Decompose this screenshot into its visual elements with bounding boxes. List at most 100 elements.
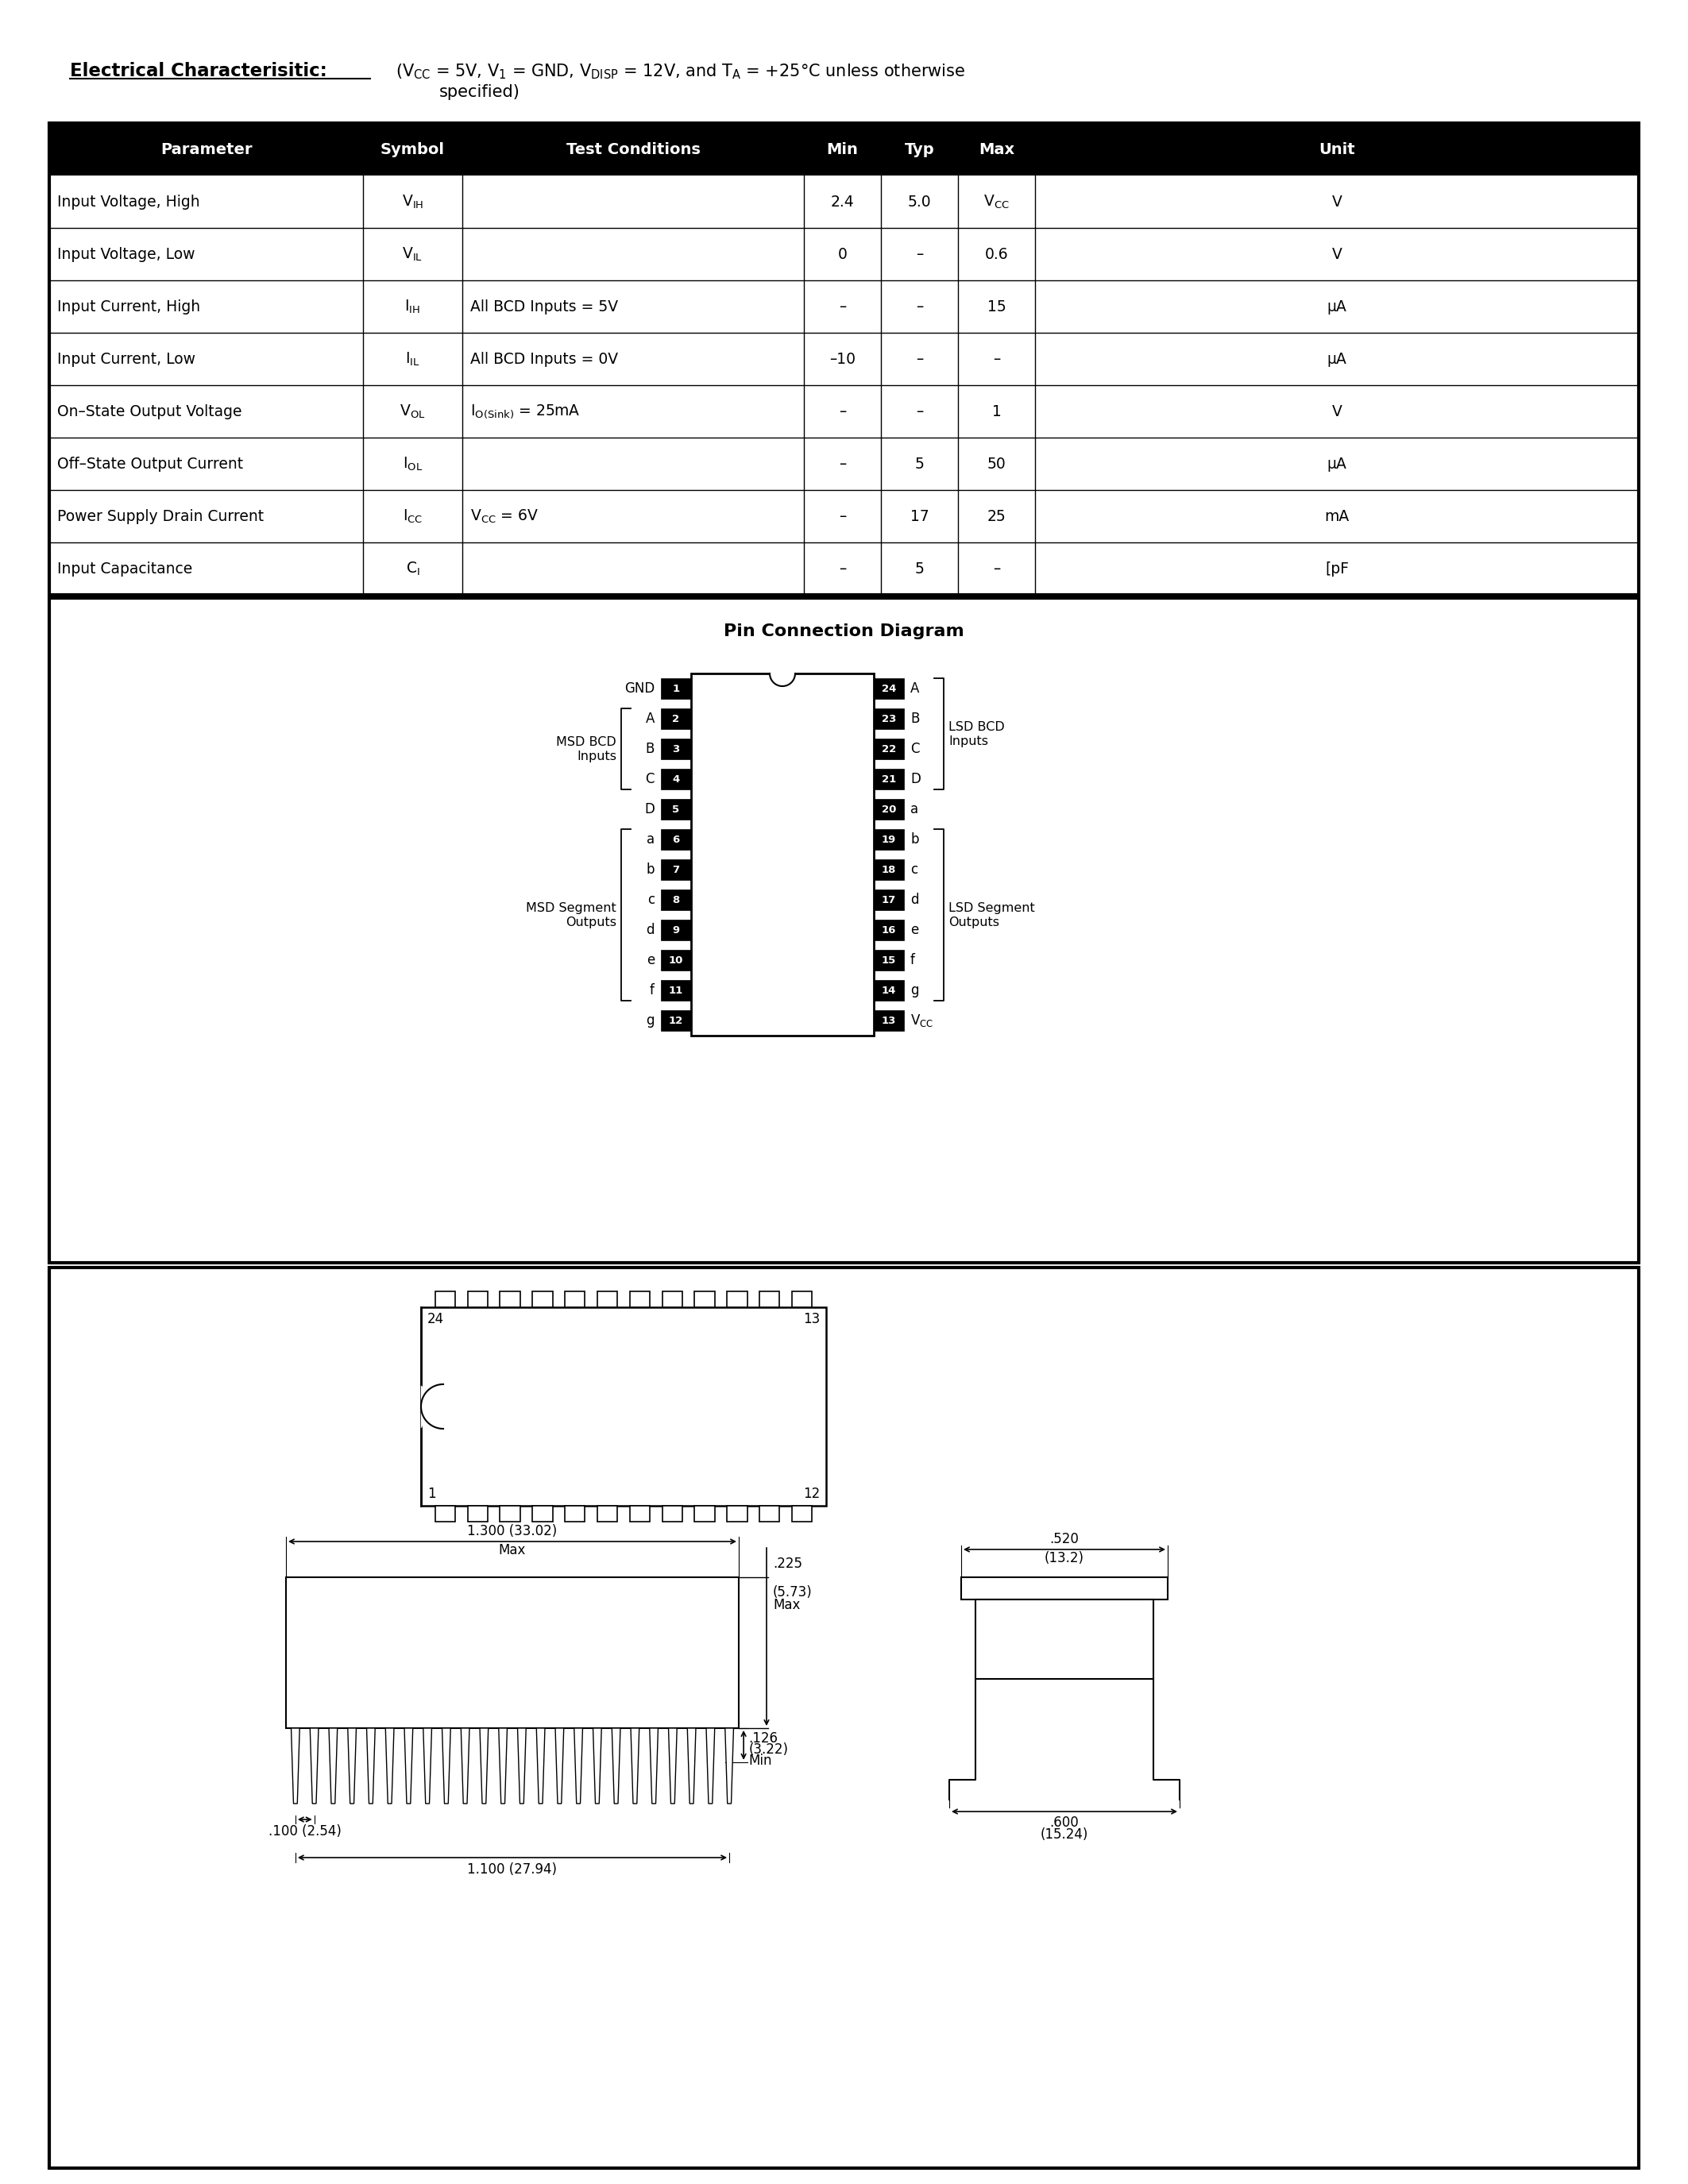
Text: .126: .126: [748, 1732, 778, 1745]
Text: 5: 5: [915, 561, 925, 577]
Text: (5.73): (5.73): [773, 1586, 812, 1599]
Text: 12: 12: [668, 1016, 684, 1026]
Text: C$_{\rm I}$: C$_{\rm I}$: [405, 559, 420, 577]
Text: 5.0: 5.0: [908, 194, 932, 210]
Bar: [662, 950, 690, 970]
Text: I$_{\rm IH}$: I$_{\rm IH}$: [405, 297, 420, 314]
Text: V$_{\rm CC}$ = 6V: V$_{\rm CC}$ = 6V: [471, 507, 538, 524]
Text: 25: 25: [987, 509, 1006, 524]
Bar: [532, 1291, 552, 1308]
Text: 1.100 (27.94): 1.100 (27.94): [468, 1863, 557, 1876]
Polygon shape: [631, 1728, 640, 1804]
Text: On–State Output Voltage: On–State Output Voltage: [57, 404, 241, 419]
Text: V$_{\rm IL}$: V$_{\rm IL}$: [402, 245, 424, 262]
Bar: [662, 679, 690, 699]
Bar: [285, 1577, 739, 1728]
Bar: [49, 1267, 1639, 2169]
Text: V$_{\rm CC}$: V$_{\rm CC}$: [910, 1013, 933, 1029]
Bar: [630, 1505, 650, 1522]
Bar: [662, 769, 690, 788]
Bar: [468, 1505, 488, 1522]
Bar: [49, 489, 1639, 542]
Polygon shape: [420, 1385, 444, 1428]
Text: Typ: Typ: [905, 142, 935, 157]
Text: e: e: [910, 924, 918, 937]
Text: Input Capacitance: Input Capacitance: [57, 561, 192, 577]
Text: 9: 9: [672, 924, 680, 935]
Polygon shape: [706, 1728, 714, 1804]
Bar: [565, 1505, 586, 1522]
Text: 0: 0: [837, 247, 847, 262]
Bar: [598, 1291, 618, 1308]
Text: I$_{\rm O(Sink)}$ = 25mA: I$_{\rm O(Sink)}$ = 25mA: [471, 404, 581, 419]
Text: C: C: [645, 771, 655, 786]
Bar: [662, 1505, 682, 1522]
Polygon shape: [611, 1728, 621, 1804]
Polygon shape: [311, 1728, 319, 1804]
Bar: [760, 1291, 780, 1308]
Bar: [662, 799, 690, 819]
Text: –: –: [917, 404, 923, 419]
Bar: [662, 708, 690, 729]
Text: C: C: [910, 743, 920, 756]
Text: e: e: [647, 952, 655, 968]
Text: mA: mA: [1325, 509, 1349, 524]
Text: 3: 3: [672, 745, 680, 753]
Text: 15: 15: [987, 299, 1006, 314]
Polygon shape: [555, 1728, 564, 1804]
Text: 1: 1: [993, 404, 1001, 419]
Text: 10: 10: [668, 954, 684, 965]
Text: Max: Max: [498, 1544, 527, 1557]
Text: c: c: [910, 863, 918, 876]
Polygon shape: [424, 1728, 432, 1804]
Text: MSD BCD: MSD BCD: [557, 736, 616, 747]
Text: g: g: [647, 1013, 655, 1029]
Bar: [874, 830, 905, 850]
Text: c: c: [647, 893, 655, 906]
Text: 4: 4: [672, 773, 680, 784]
Bar: [874, 919, 905, 941]
Text: a: a: [647, 832, 655, 847]
Text: 14: 14: [881, 985, 896, 996]
Text: μA: μA: [1327, 299, 1347, 314]
Text: Outputs: Outputs: [949, 915, 999, 928]
Bar: [874, 799, 905, 819]
Text: V: V: [1332, 404, 1342, 419]
Bar: [49, 280, 1639, 332]
Text: –10: –10: [829, 352, 856, 367]
Bar: [662, 889, 690, 911]
Text: –: –: [839, 404, 846, 419]
Bar: [662, 858, 690, 880]
Polygon shape: [479, 1728, 488, 1804]
Text: Power Supply Drain Current: Power Supply Drain Current: [57, 509, 263, 524]
Bar: [874, 858, 905, 880]
Text: 5: 5: [672, 804, 680, 815]
Text: –: –: [839, 561, 846, 577]
Text: –: –: [839, 509, 846, 524]
Text: GND: GND: [625, 681, 655, 697]
Text: 50: 50: [987, 456, 1006, 472]
Text: Symbol: Symbol: [380, 142, 446, 157]
Text: .600: .600: [1050, 1815, 1079, 1830]
Polygon shape: [442, 1728, 451, 1804]
Bar: [49, 175, 1639, 227]
Text: Input Current, High: Input Current, High: [57, 299, 201, 314]
Bar: [468, 1291, 488, 1308]
Bar: [662, 1291, 682, 1308]
Bar: [500, 1291, 520, 1308]
Text: 2.4: 2.4: [830, 194, 854, 210]
Bar: [598, 1505, 618, 1522]
Text: 13: 13: [881, 1016, 896, 1026]
Text: –: –: [917, 247, 923, 262]
Text: Input Voltage, Low: Input Voltage, Low: [57, 247, 196, 262]
Bar: [874, 708, 905, 729]
Text: Test Conditions: Test Conditions: [565, 142, 701, 157]
Polygon shape: [592, 1728, 601, 1804]
Bar: [662, 830, 690, 850]
Text: V$_{\rm OL}$: V$_{\rm OL}$: [400, 402, 425, 419]
Polygon shape: [405, 1728, 414, 1804]
Text: B: B: [910, 712, 920, 725]
Bar: [976, 1599, 1153, 1679]
Text: Inputs: Inputs: [577, 749, 616, 762]
Text: 8: 8: [672, 895, 680, 904]
